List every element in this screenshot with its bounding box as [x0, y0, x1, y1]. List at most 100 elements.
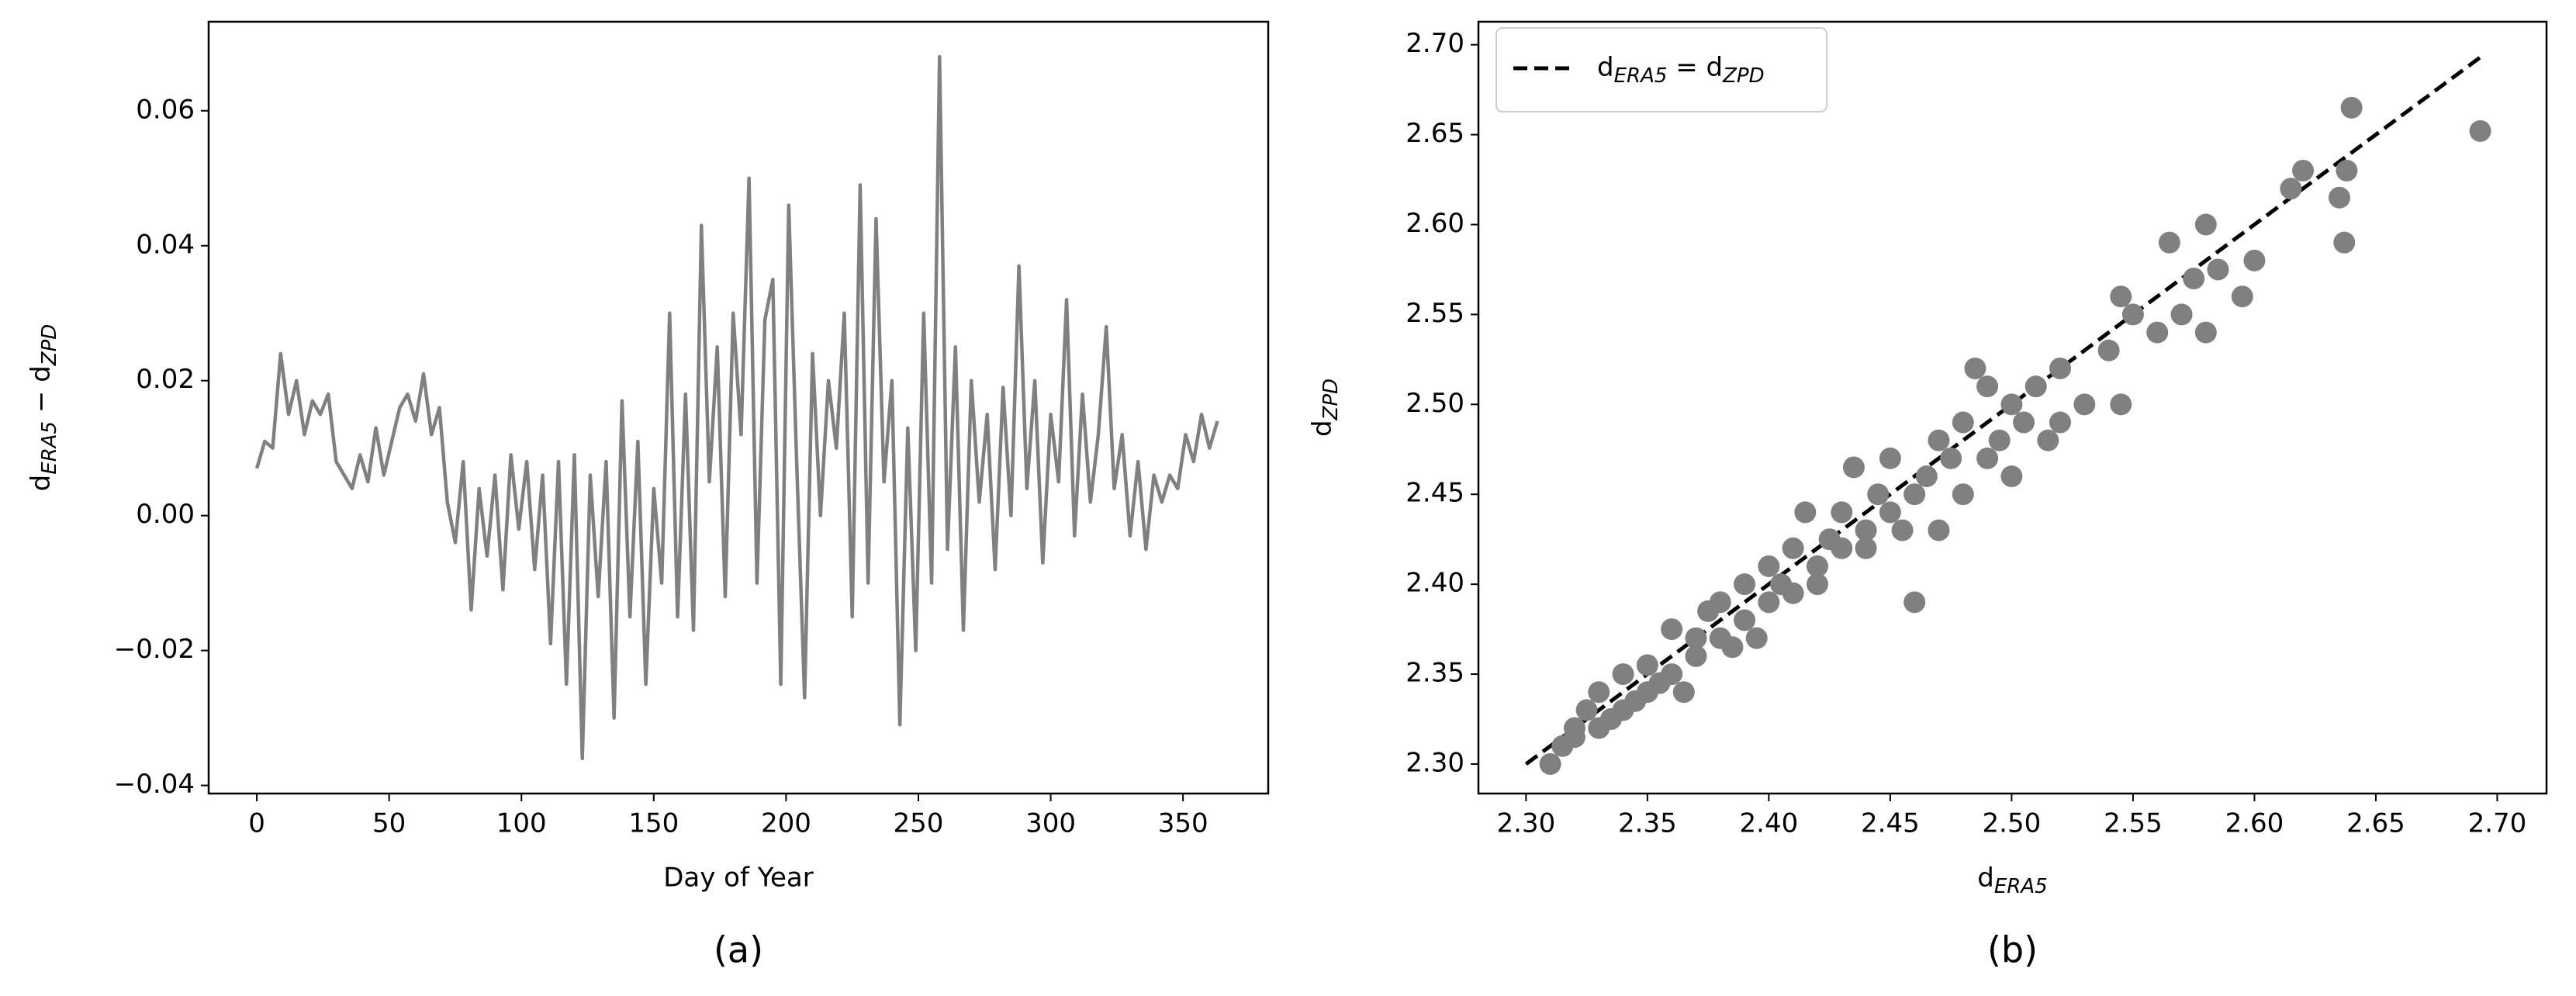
scatter-point: [2231, 285, 2253, 308]
scatter-point: [1734, 573, 1756, 596]
scatter-point: [2333, 231, 2356, 254]
scatter-point: [2280, 178, 2302, 200]
scatter-point: [2049, 357, 2072, 379]
scatter-point: [2097, 339, 2120, 361]
x-tick-label: 300: [1025, 808, 1076, 839]
scatter-point: [1782, 582, 1804, 604]
scatter-point: [1976, 447, 1999, 469]
scatter-point: [1903, 483, 1926, 506]
scatter-point: [1758, 555, 1780, 577]
scatter-point: [1879, 447, 1901, 469]
x-tick-label: 250: [894, 808, 944, 839]
scatter-point: [1539, 752, 1561, 775]
x-tick-label: 150: [628, 808, 679, 839]
label-part: d: [1597, 52, 1614, 83]
scatter-point: [1988, 429, 2011, 451]
x-tick-label: 2.65: [2346, 808, 2405, 839]
x-tick-label: 0: [248, 808, 265, 839]
label-part: = d: [1667, 52, 1723, 83]
scatter-point: [2158, 231, 2180, 254]
scatter-point: [1831, 537, 1853, 559]
scatter-point: [1758, 591, 1780, 614]
scatter-point: [2049, 411, 2072, 434]
y-axis-label: dERA5 − dZPD: [26, 324, 61, 492]
y-tick-label: −0.02: [114, 634, 195, 665]
scatter-point: [1794, 501, 1817, 524]
scatter-point: [1867, 483, 1890, 506]
y-tick-label: 2.65: [1406, 118, 1464, 149]
caption: (a): [714, 929, 763, 971]
x-tick-label: 350: [1158, 808, 1208, 839]
scatter-point: [1588, 681, 1610, 704]
scatter-point: [1782, 537, 1804, 559]
label-part: d: [1307, 420, 1338, 437]
label-part: ZPD: [1319, 379, 1343, 421]
scatter-point: [2340, 96, 2363, 119]
scatter-point: [1831, 501, 1853, 524]
scatter-point: [2073, 393, 2096, 416]
scatter-point: [1745, 627, 1768, 649]
scatter-point: [2024, 375, 2047, 398]
scatter-point: [1855, 519, 1877, 541]
y-tick-label: 2.70: [1406, 28, 1464, 59]
y-tick-label: 2.30: [1406, 747, 1464, 778]
scatter-point: [1806, 555, 1828, 577]
scatter-point: [1806, 573, 1828, 596]
scatter-point: [2292, 159, 2315, 182]
caption: (b): [1987, 929, 2038, 971]
scatter-point: [2469, 119, 2491, 142]
x-tick-label: 2.50: [1983, 808, 2042, 839]
scatter-point: [2170, 303, 2193, 326]
y-tick-label: 0.00: [136, 499, 195, 530]
scatter-point: [2194, 321, 2217, 344]
x-tick-label: 200: [761, 808, 811, 839]
y-tick-label: 2.60: [1406, 208, 1464, 239]
scatter-point: [1952, 483, 1974, 506]
scatter-point: [1612, 663, 1634, 686]
scatter-point: [2328, 186, 2350, 209]
scatter-point: [2121, 303, 2144, 326]
scatter-point: [2110, 393, 2132, 416]
x-tick-label: 2.40: [1740, 808, 1799, 839]
label-part: ZPD: [38, 324, 61, 367]
data-line: [254, 54, 1219, 761]
scatter-point: [1891, 519, 1914, 541]
scatter-point: [1964, 357, 1986, 379]
label-part: d: [26, 475, 57, 492]
label-part: ERA5: [1614, 64, 1668, 88]
scatter-point: [2146, 321, 2169, 344]
scatter-point: [1855, 537, 1877, 559]
scatter-point: [1636, 654, 1658, 676]
x-axis-label: Day of Year: [663, 863, 814, 894]
y-tick-label: 0.02: [136, 364, 195, 395]
scatter-point: [1575, 699, 1598, 721]
scatter-point: [2207, 258, 2229, 281]
scatter-point: [1976, 375, 1999, 398]
scatter-point: [1879, 501, 1901, 524]
scatter-point: [2000, 393, 2023, 416]
scatter-point: [1842, 456, 1865, 479]
legend-label: dERA5 = dZPD: [1597, 52, 1765, 88]
scatter-point: [1940, 447, 1962, 469]
y-tick-label: 0.06: [136, 94, 195, 125]
scatter-point: [1721, 636, 1744, 659]
scatter-point: [2243, 249, 2266, 271]
scatter-point: [1685, 627, 1707, 649]
y-tick-label: 2.45: [1406, 478, 1464, 509]
y-tick-label: 2.50: [1406, 388, 1464, 419]
label-part: ERA5: [1994, 875, 2048, 898]
scatter-point: [2336, 159, 2358, 182]
y-tick-label: 0.04: [136, 229, 195, 260]
scatter-point: [2013, 411, 2035, 434]
y-tick-label: −0.04: [114, 769, 195, 800]
scatter-point: [1672, 681, 1695, 704]
scatter-point: [1903, 591, 1926, 614]
scatter-point: [1563, 726, 1585, 749]
x-tick-label: 2.55: [2104, 808, 2163, 839]
legend-box: [1495, 27, 1827, 112]
label-part: ERA5: [38, 421, 61, 475]
scatter-point: [1928, 429, 1950, 451]
scatter-point: [2183, 268, 2205, 290]
